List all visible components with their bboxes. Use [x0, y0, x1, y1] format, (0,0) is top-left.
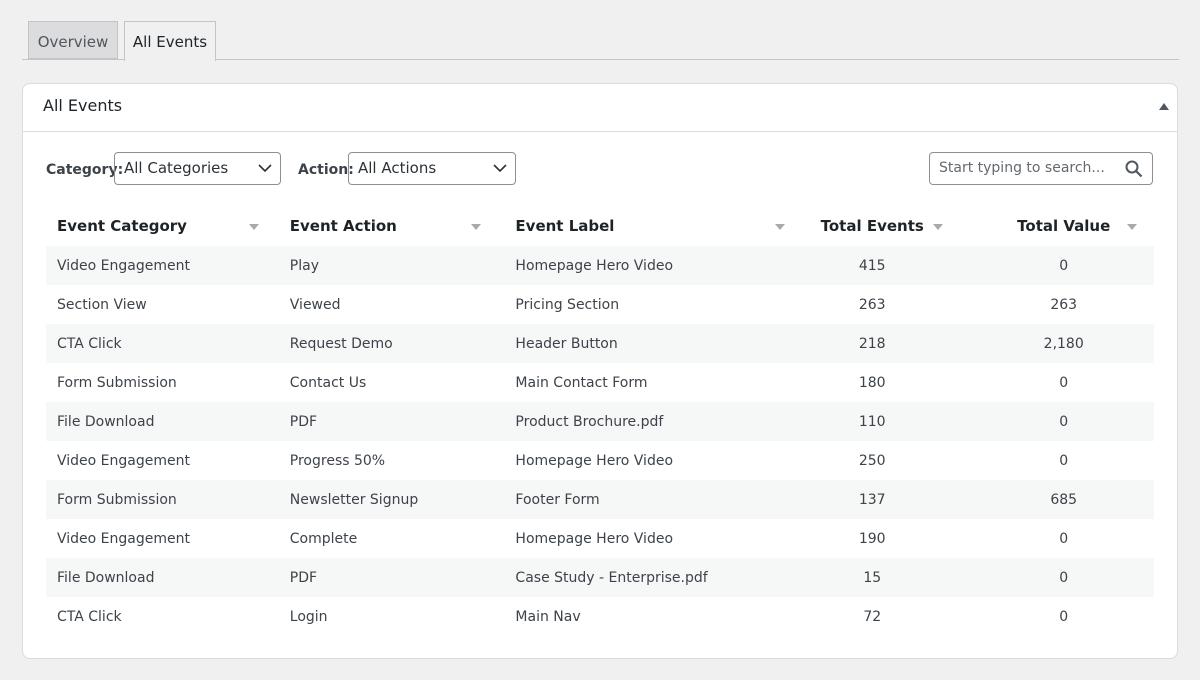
tab-active[interactable]: All Events: [124, 21, 216, 61]
table-cell: Homepage Hero Video: [515, 452, 674, 469]
sort-arrow: [775, 224, 786, 230]
table-cell: 110: [771, 402, 974, 441]
table-cell: 0: [973, 402, 1154, 441]
table-cell: Video Engagement: [57, 530, 190, 547]
table-cell: Product Brochure.pdf: [504, 402, 772, 441]
table-row: Video Engagement Complete Homepage Hero Vi…: [46, 519, 1154, 558]
table-row: Form Submission Newsletter Signup Footer F…: [46, 480, 1154, 519]
column-header[interactable]: Event Category: [46, 206, 279, 246]
table-cell: 0: [1059, 452, 1069, 469]
sort-arrow: [249, 224, 259, 230]
table-cell: Footer Form: [504, 480, 772, 519]
column-header[interactable]: Event Action: [279, 206, 505, 246]
tab[interactable]: Overview: [28, 21, 118, 59]
table-cell: 0: [1059, 530, 1069, 547]
table-cell: Complete: [289, 530, 358, 547]
table-cell: 685: [973, 480, 1154, 519]
table-cell: 218: [771, 324, 974, 363]
table-row: CTA Click Login Main Nav 72 0: [46, 597, 1154, 636]
table-row: File Download PDF Product Brochure.pdf 110 0: [46, 402, 1154, 441]
search-icon: [1125, 160, 1143, 178]
panel-title: All Events: [43, 96, 123, 115]
column-header[interactable]: Total Value: [973, 206, 1154, 246]
table-cell: Main Nav: [515, 608, 581, 625]
select-value: All Actions: [358, 159, 437, 177]
table-cell: Form Submission: [57, 374, 177, 391]
table-cell: Viewed: [289, 296, 341, 313]
table-cell: Pricing Section: [515, 296, 620, 313]
table-cell: CTA Click: [57, 608, 122, 625]
table-cell: 72: [863, 608, 882, 625]
divider: [23, 131, 1177, 132]
table-cell: 0: [1059, 374, 1069, 391]
table-cell: PDF: [278, 558, 505, 597]
collapse-toggle[interactable]: [1159, 103, 1169, 110]
table-cell: Header Button: [504, 324, 772, 363]
search-input[interactable]: Start typing to search...: [929, 152, 1153, 185]
table-cell: 2,180: [973, 324, 1154, 363]
table-row: Form Submission Contact Us Main Contact Fo…: [46, 363, 1154, 402]
chevron: [493, 164, 507, 173]
table-cell: File Download: [46, 558, 279, 597]
table-cell: 180: [858, 374, 886, 391]
category-select[interactable]: All Categories: [114, 152, 281, 185]
table-cell: File Download: [46, 402, 279, 441]
table-cell: 415: [771, 246, 974, 285]
table-cell: 263: [858, 296, 886, 313]
table-cell: Section View: [57, 296, 147, 313]
header-text: Event Label: [515, 217, 615, 235]
table-cell: CTA Click: [46, 324, 279, 363]
table-cell: Case Study - Enterprise.pdf: [504, 558, 772, 597]
column-header[interactable]: Total Events: [771, 206, 973, 246]
table-cell: Request Demo: [278, 324, 505, 363]
table-row: Video Engagement Play Homepage Hero Video 4…: [46, 246, 1154, 285]
header-text: Event Category: [57, 217, 187, 235]
filter-label: Action:: [298, 162, 354, 178]
table-cell: 15: [771, 558, 974, 597]
table-row: Video Engagement Progress 50% Homepage Her…: [46, 441, 1154, 480]
table-row: Section View Viewed Pricing Section 263 263: [46, 285, 1154, 324]
header-text: Total Value: [1017, 217, 1111, 235]
table-cell: 190: [858, 530, 886, 547]
table-cell: PDF: [278, 402, 505, 441]
panel: All Events Category: All Categories Acti…: [22, 83, 1178, 659]
table-cell: 263: [1050, 296, 1078, 313]
table-cell: Form Submission: [46, 480, 279, 519]
table-cell: 250: [858, 452, 886, 469]
table-cell: Newsletter Signup: [278, 480, 505, 519]
table-cell: Progress 50%: [289, 452, 386, 469]
table-cell: Video Engagement: [46, 246, 279, 285]
table-row: CTA Click Request Demo Header Button 218 2,1…: [46, 324, 1154, 363]
tab-divider: [22, 59, 1179, 60]
column-header[interactable]: Event Label: [504, 206, 786, 246]
table-cell: Play: [278, 246, 505, 285]
chevron: [258, 164, 272, 173]
table-cell: 0: [973, 246, 1154, 285]
table-cell: Main Contact Form: [515, 374, 648, 391]
table-cell: 0: [973, 558, 1154, 597]
table-cell: Login: [289, 608, 328, 625]
search-placeholder: Start typing to search...: [939, 160, 1105, 176]
sort-arrow: [1127, 224, 1138, 230]
table-cell: Video Engagement: [57, 452, 190, 469]
table-row: File Download PDF Case Study - Enterprise.…: [46, 558, 1154, 597]
sort-arrow: [933, 224, 944, 230]
header-text: Total Events: [820, 217, 924, 235]
table-cell: 137: [771, 480, 974, 519]
sort-arrow: [470, 224, 481, 230]
header-text: Event Action: [289, 217, 397, 235]
action-select[interactable]: All Actions: [348, 152, 516, 185]
table-cell: Homepage Hero Video: [504, 246, 772, 285]
table-cell: Homepage Hero Video: [515, 530, 674, 547]
table-cell: Contact Us: [289, 374, 367, 391]
filter-label: Category:: [46, 162, 124, 178]
select-value: All Categories: [124, 159, 229, 177]
events-table: Event Category Event Action Event Label Tot…: [46, 206, 1154, 636]
table-cell: 0: [1059, 608, 1069, 625]
